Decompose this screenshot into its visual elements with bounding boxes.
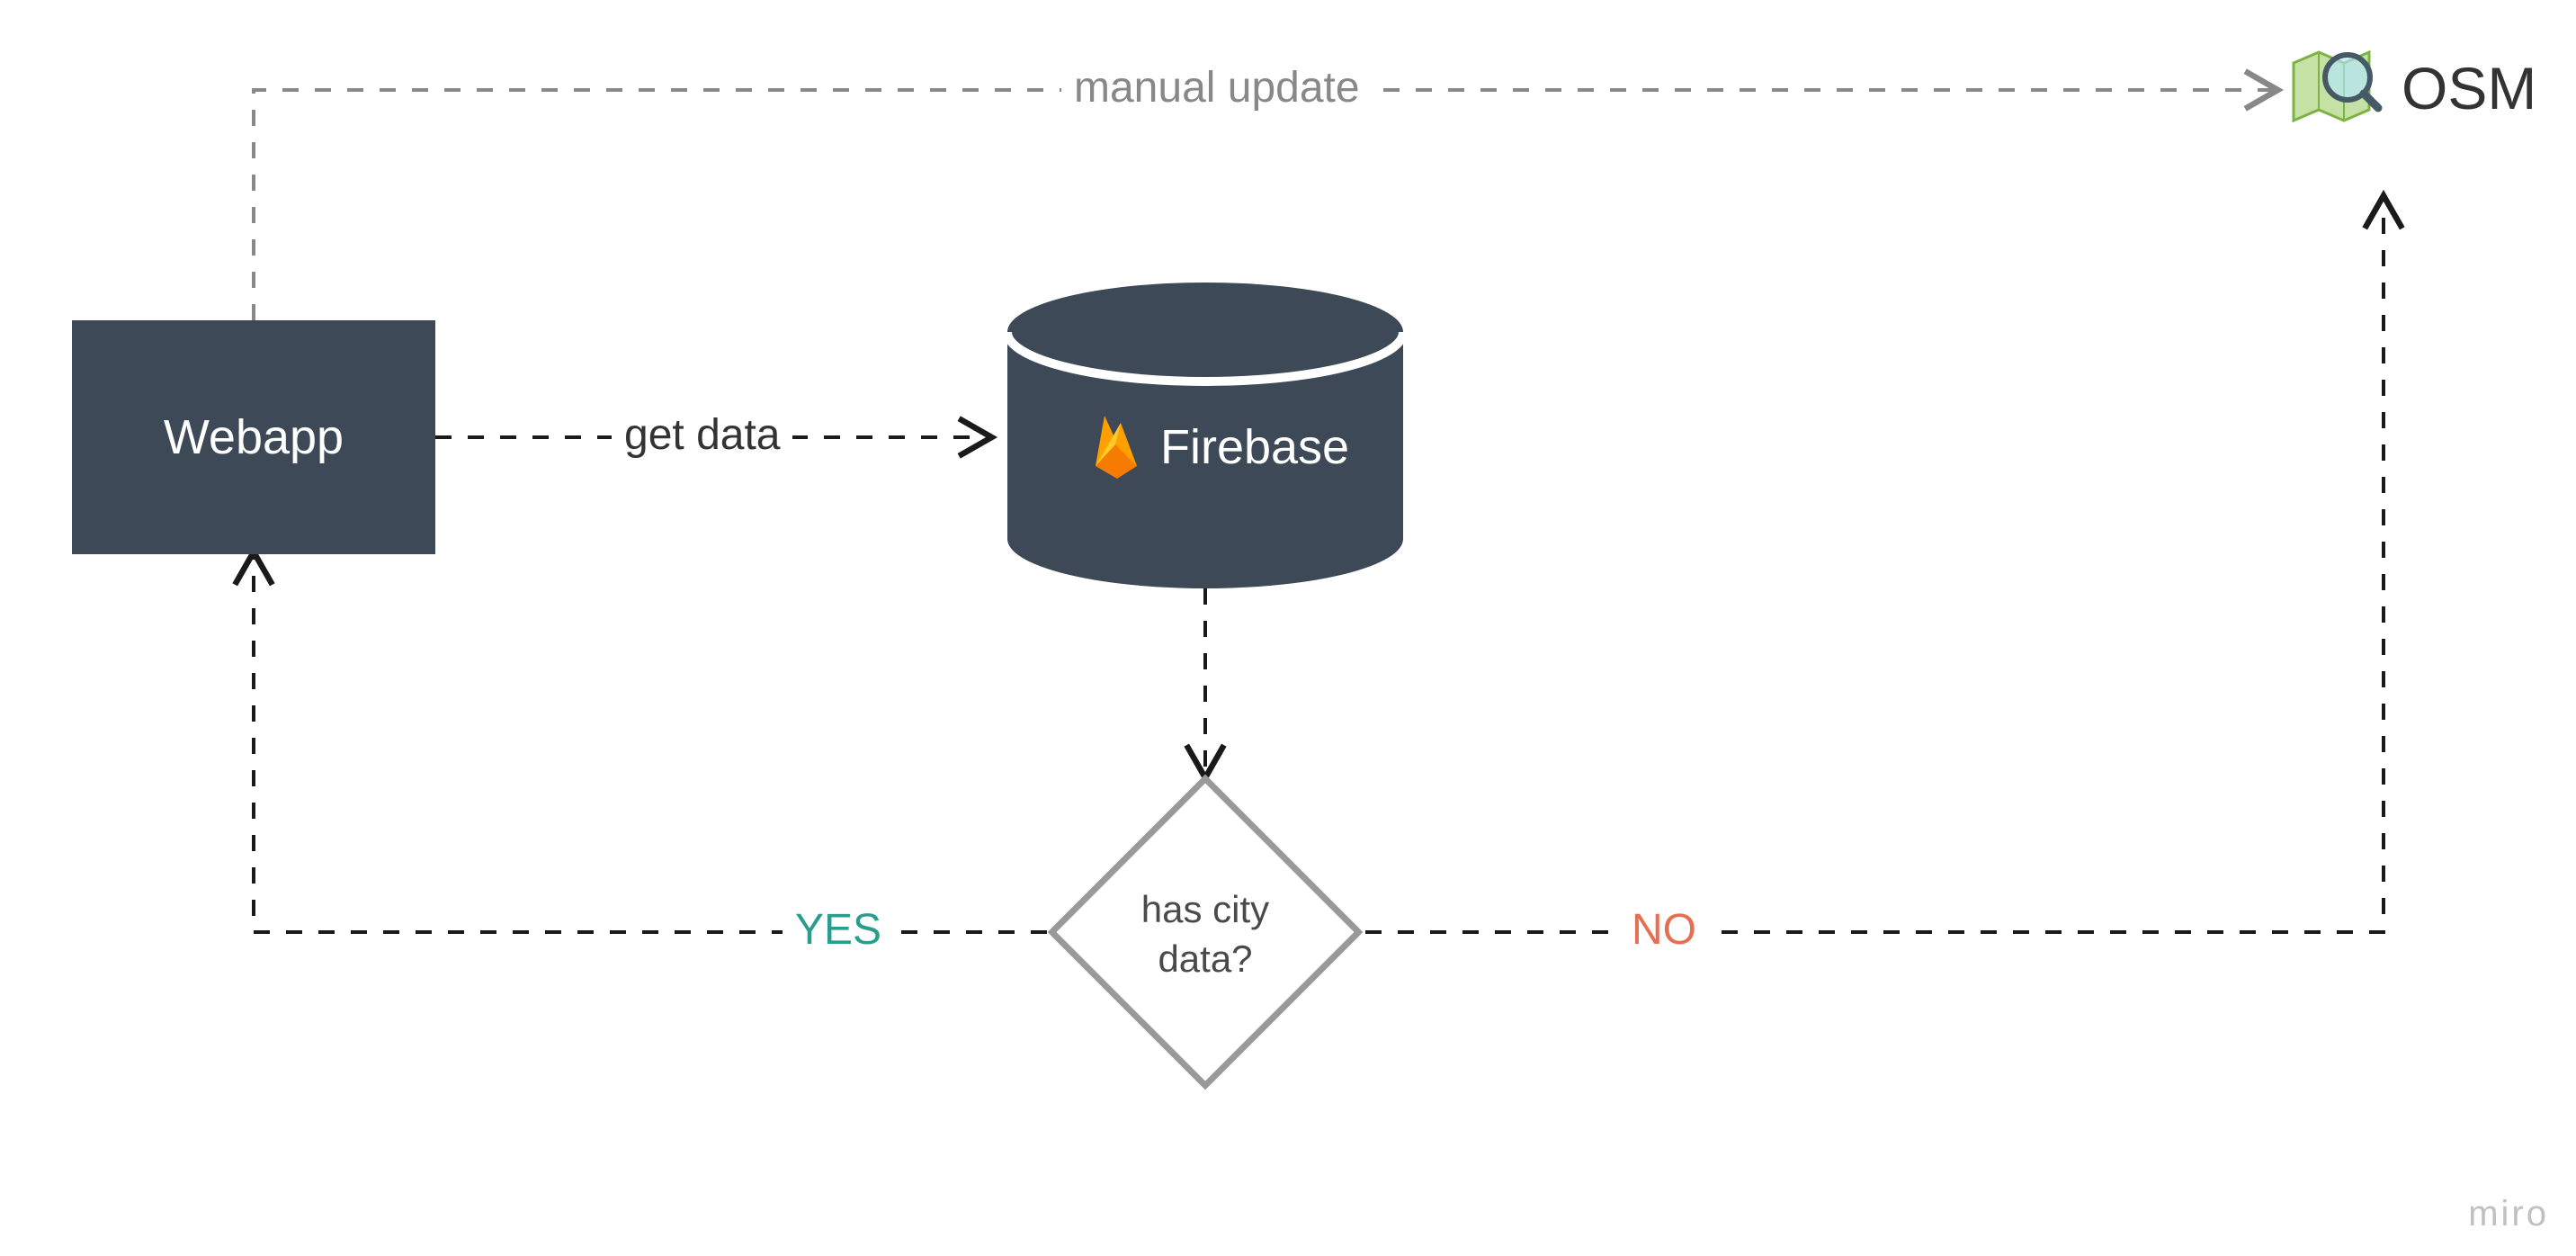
edge-no-label: NO [1619, 905, 1709, 955]
node-firebase: Firebase [1007, 283, 1403, 588]
edge-yes [254, 554, 1047, 932]
node-osm-label: OSM [2402, 54, 2536, 122]
edge-manual-update-label: manual update [1061, 63, 1373, 112]
watermark: miro [2468, 1194, 2549, 1234]
edge-no [1365, 198, 2384, 932]
diagram-edges [0, 0, 2576, 1256]
node-webapp-label: Webapp [164, 409, 344, 465]
node-webapp: Webapp [72, 320, 435, 554]
node-decision-label: has city data? [1115, 885, 1295, 983]
edge-yes-label: YES [783, 905, 894, 955]
osm-icon [2285, 36, 2384, 139]
firebase-icon [1088, 410, 1144, 484]
node-osm: OSM [2285, 36, 2536, 139]
node-firebase-label: Firebase [1160, 419, 1349, 475]
edge-get-data-label: get data [612, 410, 792, 460]
